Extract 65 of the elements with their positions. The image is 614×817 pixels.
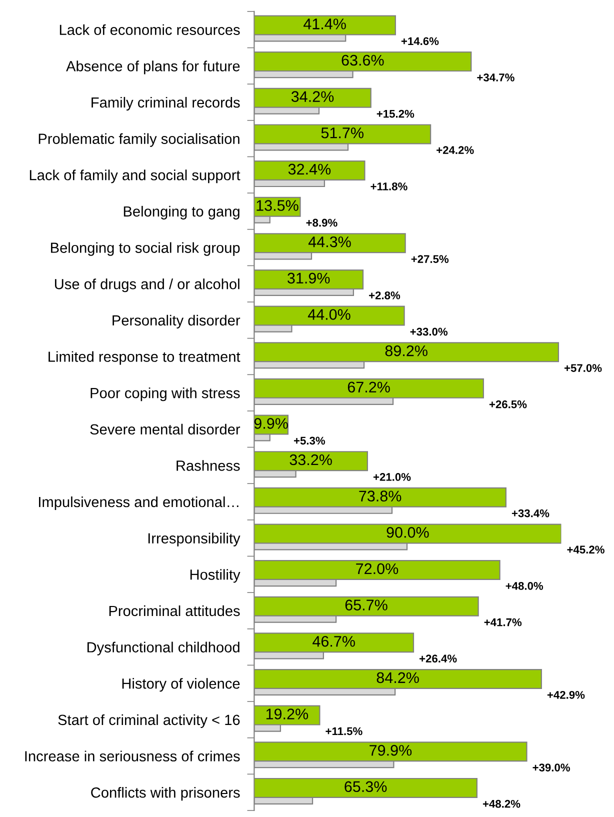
y-tick-label: Dysfunctional childhood <box>87 642 240 656</box>
data-label: 67.2% <box>348 382 390 393</box>
annotation: +45.2% <box>567 546 604 554</box>
y-tick-label: Conflicts with prisoners <box>91 787 240 801</box>
y-tick-label: Hostility <box>190 569 240 583</box>
y-tick-label: Severe mental disorder <box>90 424 240 435</box>
annotation: +33.0% <box>410 328 448 336</box>
y-tick-label: Lack of economic resources <box>60 24 240 36</box>
data-label: 65.7% <box>345 600 388 610</box>
data-label: 31.9% <box>288 272 330 284</box>
data-label: 89.2% <box>385 345 428 356</box>
annotation: +21.0% <box>373 473 411 481</box>
data-label: 79.9% <box>370 744 412 756</box>
data-label: 51.7% <box>321 128 364 138</box>
annotation: +5.3% <box>294 436 326 445</box>
annotation: +2.8% <box>369 291 400 300</box>
y-tick-label: Procriminal attitudes <box>109 605 240 616</box>
data-label: 63.6% <box>342 54 384 66</box>
data-label: 19.2% <box>266 708 308 720</box>
annotation: +33.4% <box>512 509 550 518</box>
y-tick-label: Limited response to treatment <box>48 351 240 365</box>
annotation: +26.5% <box>489 400 527 408</box>
y-tick-label: Belonging to gang <box>124 206 240 220</box>
data-label: 73.8% <box>359 490 402 502</box>
y-tick-label: Family criminal records <box>92 96 240 111</box>
annotation: +11.5% <box>326 727 362 736</box>
data-label: 32.4% <box>288 164 331 175</box>
y-tick-label: Problematic family socialisation <box>38 133 240 147</box>
y-tick-label: Absence of plans for future <box>66 60 240 74</box>
data-label: 44.3% <box>308 236 351 248</box>
annotation: +15.2% <box>376 110 414 118</box>
annotation: +26.4% <box>420 654 457 663</box>
annotation: +27.5% <box>411 255 449 263</box>
annotation: +39.0% <box>532 764 570 772</box>
annotation: +48.2% <box>482 800 520 808</box>
annotation: +14.6% <box>401 37 439 46</box>
data-label: 65.3% <box>344 781 387 792</box>
data-label: 13.5% <box>256 200 298 211</box>
y-tick-label: Rashness <box>176 460 240 471</box>
y-tick-label: Belonging to social risk group <box>51 242 240 256</box>
annotation: +11.8% <box>370 182 408 190</box>
y-tick-label: Lack of family and social support <box>30 170 240 184</box>
annotation: +34.7% <box>477 74 514 82</box>
y-tick-label: Impulsiveness and emotional… <box>39 496 238 510</box>
y-tick-label: Poor coping with stress <box>90 388 240 402</box>
data-label: 72.0% <box>356 563 398 574</box>
data-label: 46.7% <box>312 636 355 647</box>
annotation: +57.0% <box>564 364 602 372</box>
data-label: 90.0% <box>386 526 429 538</box>
data-label: 44.0% <box>308 309 350 320</box>
y-tick-label: Personality disorder <box>112 314 240 328</box>
y-tick-label: Increase in seriousness of crimes <box>25 750 240 762</box>
y-tick-label: History of violence <box>122 678 240 692</box>
annotation: +42.9% <box>547 690 585 699</box>
data-label: 41.4% <box>304 18 346 30</box>
data-label: 84.2% <box>376 672 419 684</box>
annotation: +48.0% <box>506 582 544 590</box>
data-label: 33.2% <box>290 454 332 466</box>
annotation: +8.9% <box>306 218 338 227</box>
y-tick-label: Use of drugs and / or alcohol <box>54 278 240 292</box>
annotation: +41.7% <box>484 618 522 626</box>
y-tick-label: Start of criminal activity < 16 <box>58 714 240 728</box>
y-tick-label: Irresponsibility <box>148 532 240 546</box>
data-label: 34.2% <box>291 91 334 102</box>
annotation: +24.2% <box>436 146 474 154</box>
